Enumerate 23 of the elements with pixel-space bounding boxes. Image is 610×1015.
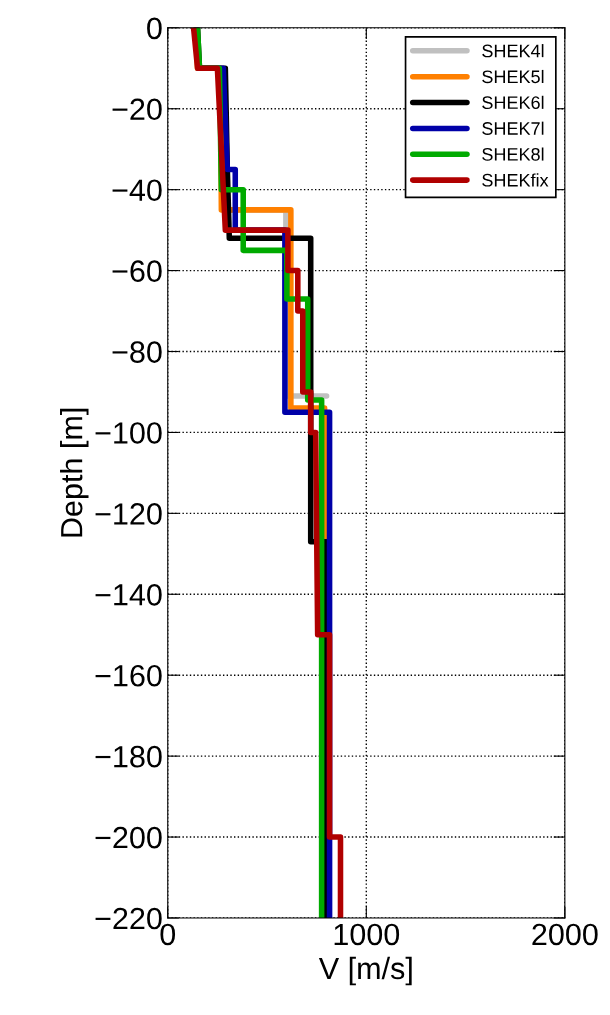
x-tick-label: 2000 (532, 923, 598, 946)
legend-label: SHEK7l (482, 121, 544, 135)
x-tick-label: 1000 (334, 923, 400, 946)
legend-label: SHEK4l (482, 44, 544, 58)
y-tick-label: −120 (95, 503, 162, 525)
y-axis-title: Depth [m] (60, 408, 89, 537)
y-tick-label: −80 (112, 341, 162, 363)
x-tick-label: 0 (160, 923, 176, 946)
y-tick-label: −140 (95, 584, 162, 606)
y-tick-label: −100 (95, 422, 162, 444)
y-tick-label: −220 (95, 907, 162, 930)
y-tick-label: 0 (147, 17, 162, 40)
y-tick-label: −20 (112, 98, 162, 121)
y-tick-label: −60 (112, 260, 162, 282)
y-tick-label: −40 (112, 179, 162, 202)
y-tick-label: −200 (95, 826, 162, 849)
legend-label: SHEK6l (482, 95, 544, 110)
x-axis-title: V [m/s] (318, 956, 412, 986)
y-tick-label: −180 (95, 745, 162, 768)
y-tick-label: −160 (95, 664, 162, 687)
legend-label: SHEKfix (482, 173, 549, 187)
legend-label: SHEK5l (482, 69, 544, 84)
legend-label: SHEK8l (482, 147, 544, 161)
